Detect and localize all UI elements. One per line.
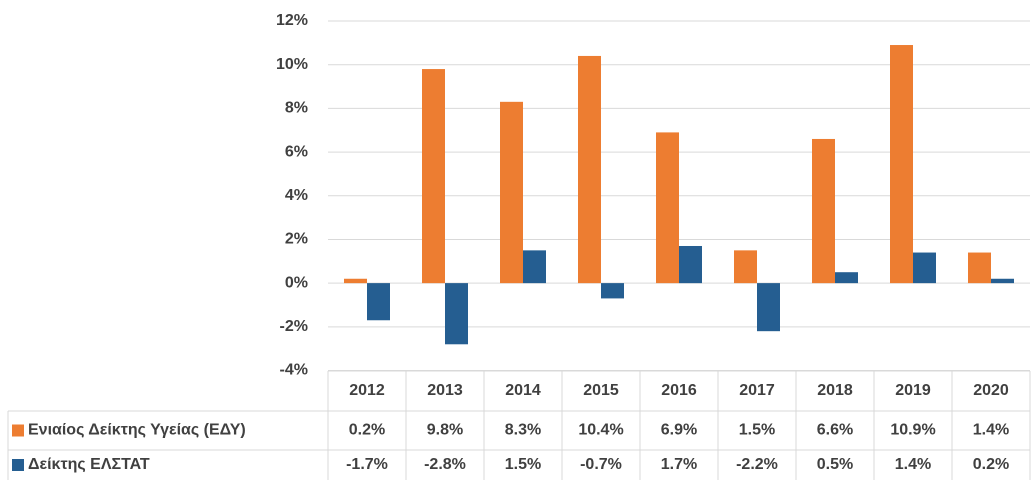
x-tick-label: 2019: [895, 382, 931, 399]
bar: [890, 45, 913, 284]
table-value: 10.9%: [890, 422, 935, 439]
bar: [679, 245, 702, 284]
y-tick-label: -2%: [280, 318, 308, 335]
x-tick-label: 2012: [349, 382, 385, 399]
table-value: 0.5%: [817, 456, 853, 473]
legend-label: Δείκτης ΕΛΣΤΑΤ: [28, 456, 150, 473]
bar: [812, 138, 835, 284]
table-value: 6.6%: [817, 422, 853, 439]
table-value: 10.4%: [578, 422, 623, 439]
table-value: 1.4%: [973, 422, 1009, 439]
y-tick-label: 0%: [285, 274, 308, 291]
x-tick-label: 2015: [583, 382, 619, 399]
y-tick-label: 8%: [285, 100, 308, 117]
table-value: 1.7%: [661, 456, 697, 473]
bar: [656, 132, 679, 284]
bar: [835, 272, 858, 284]
bar: [757, 283, 780, 332]
legend-swatch: [12, 424, 24, 437]
legend-label: Ενιαίος Δείκτης Υγείας (ΕΔΥ): [28, 422, 246, 439]
bar: [913, 252, 936, 284]
y-tick-label: 6%: [285, 143, 308, 160]
x-tick-label: 2017: [739, 382, 775, 399]
table-value: 8.3%: [505, 422, 541, 439]
table-value: 6.9%: [661, 422, 697, 439]
y-tick-label: -4%: [280, 362, 308, 379]
table-value: -2.8%: [424, 456, 466, 473]
table-value: 1.4%: [895, 456, 931, 473]
bar: [968, 252, 991, 284]
bar: [367, 283, 390, 321]
bar: [445, 283, 468, 345]
x-tick-label: 2014: [505, 382, 541, 399]
bar: [734, 250, 757, 284]
bar: [601, 283, 624, 299]
y-tick-label: 12%: [276, 12, 308, 29]
bar: [422, 69, 445, 284]
table-value: 9.8%: [427, 422, 463, 439]
table-value: 1.5%: [505, 456, 541, 473]
table-value: 0.2%: [349, 422, 385, 439]
x-tick-label: 2020: [973, 382, 1009, 399]
table-value: 0.2%: [973, 456, 1009, 473]
legend-swatch: [12, 459, 24, 471]
y-tick-label: 10%: [276, 56, 308, 73]
bar: [578, 55, 601, 284]
x-tick-label: 2018: [817, 382, 853, 399]
table-value: -2.2%: [736, 456, 778, 473]
x-tick-label: 2016: [661, 382, 697, 399]
table-value: -1.7%: [346, 456, 388, 473]
table-value: -0.7%: [580, 456, 622, 473]
bar: [523, 250, 546, 284]
bar: [991, 278, 1014, 284]
x-tick-label: 2013: [427, 382, 463, 399]
y-tick-label: 2%: [285, 231, 308, 248]
y-tick-label: 4%: [285, 187, 308, 204]
bar: [500, 101, 523, 284]
table-value: 1.5%: [739, 422, 775, 439]
bar: [344, 278, 367, 284]
